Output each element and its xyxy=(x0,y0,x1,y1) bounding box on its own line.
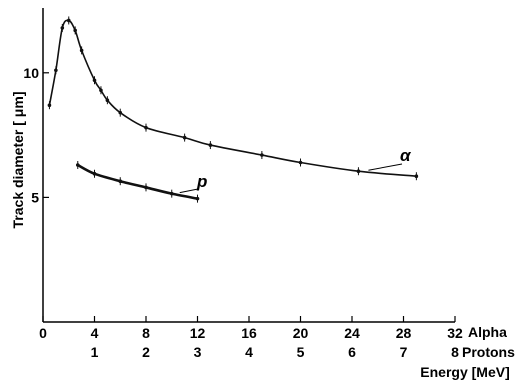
series-label-alpha: α xyxy=(400,146,412,165)
axes xyxy=(42,8,455,323)
alpha-axis-label: Alpha xyxy=(468,324,507,340)
x-tick-label-alpha-0: 0 xyxy=(39,325,47,341)
x-tick-label-alpha-1: 4 xyxy=(91,325,99,341)
y-tick-label-0: 5 xyxy=(31,189,39,205)
x-tick-label-alpha-8: 32 xyxy=(447,325,463,341)
x-tick-label-protons-2: 3 xyxy=(194,344,202,360)
data-point-0-14 xyxy=(298,160,303,165)
data-point-0-8 xyxy=(105,98,110,103)
x-tick-label-alpha-7: 28 xyxy=(396,325,412,341)
x-tick-label-alpha-5: 20 xyxy=(293,325,309,341)
data-point-1-4 xyxy=(169,191,174,196)
data-point-0-15 xyxy=(356,169,361,174)
data-point-0-5 xyxy=(79,48,84,53)
data-point-1-3 xyxy=(144,185,148,190)
x-axis-title: Energy [MeV] xyxy=(420,364,509,380)
x-tick-label-protons-3: 4 xyxy=(245,344,253,360)
x-tick-label-alpha-6: 24 xyxy=(344,325,360,341)
x-tick-label-alpha-4: 16 xyxy=(241,325,257,341)
x-tick-label-protons-0: 1 xyxy=(91,344,99,360)
data-point-1-1 xyxy=(92,171,97,176)
series-line-1 xyxy=(77,163,198,200)
y-axis-title: Track diameter [ μm] xyxy=(10,92,26,229)
data-point-0-2 xyxy=(60,26,65,30)
x-tick-label-protons-6: 7 xyxy=(400,344,408,360)
data-point-0-9 xyxy=(118,110,123,115)
data-point-0-6 xyxy=(92,78,97,83)
data-point-0-1 xyxy=(54,68,58,73)
data-point-1-2 xyxy=(118,179,123,183)
data-point-0-0 xyxy=(47,103,52,107)
data-point-0-7 xyxy=(99,88,103,93)
x-tick-label-protons-7: 8 xyxy=(451,344,459,360)
x-tick-label-alpha-2: 8 xyxy=(142,325,150,341)
alpha-label-leader xyxy=(368,163,403,171)
protons-axis-label: Protons xyxy=(462,344,515,360)
data-point-1-0 xyxy=(75,163,80,167)
data-point-0-3 xyxy=(66,18,71,23)
x-tick-label-protons-5: 6 xyxy=(348,344,356,360)
series-label-protons: p xyxy=(196,172,207,191)
protons-label-leader xyxy=(179,188,199,194)
data-point-0-11 xyxy=(182,135,187,140)
data-point-0-13 xyxy=(260,153,264,157)
x-tick-label-protons-1: 2 xyxy=(142,344,150,360)
data-point-0-4 xyxy=(73,28,77,33)
data-point-1-5 xyxy=(195,196,200,201)
x-ticks: 0 4 8 12 16 20 24 28 321 2 3 4 5 6 7 8 xyxy=(39,316,463,360)
data-point-0-16 xyxy=(414,174,419,179)
x-tick-label-alpha-3: 12 xyxy=(190,325,206,341)
series-line-0 xyxy=(48,19,417,178)
series-layer xyxy=(47,16,419,203)
x-tick-label-protons-4: 5 xyxy=(297,344,305,360)
y-ticks: 5 10 xyxy=(23,65,49,205)
data-point-0-12 xyxy=(208,143,213,147)
y-tick-label-1: 10 xyxy=(23,65,39,81)
data-point-0-10 xyxy=(144,125,148,130)
